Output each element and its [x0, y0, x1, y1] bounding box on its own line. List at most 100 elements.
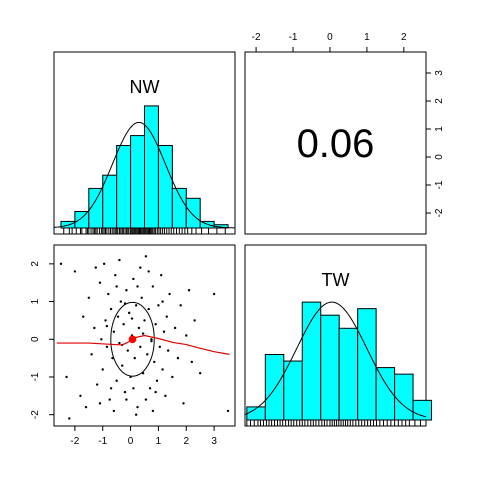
- scatter-point: [65, 375, 68, 379]
- right-axis-tick-label: -1: [434, 180, 445, 189]
- scatter-point: [137, 326, 141, 330]
- scatter-point: [157, 304, 160, 307]
- nw-bar: [144, 105, 159, 229]
- left-axis-tick-label: 2: [30, 261, 41, 267]
- scatter-point: [226, 409, 230, 413]
- scatter-point: [158, 345, 162, 349]
- scatter-point: [59, 262, 63, 266]
- center-point: [128, 335, 137, 344]
- scatter-point: [93, 326, 96, 330]
- scatter-point: [136, 285, 139, 288]
- bottom-axis-tick-label: 0: [128, 436, 134, 447]
- right-axis-tick-label: 1: [434, 126, 445, 132]
- scatter-point: [147, 270, 150, 273]
- scatter-point: [112, 409, 116, 413]
- bottom-axis-tick-label: -1: [98, 436, 107, 447]
- tw-bar: [394, 373, 414, 421]
- scatter-point: [104, 319, 107, 322]
- scatter-point: [98, 281, 102, 284]
- scatter-point: [161, 300, 164, 303]
- scatter-point: [148, 387, 152, 390]
- scatter-point: [68, 417, 71, 420]
- correlation-value: 0.06: [297, 122, 375, 166]
- top-axis-tick-label: -1: [289, 32, 298, 43]
- nw-density-curve: [53, 121, 236, 229]
- scatter-point: [139, 266, 142, 269]
- left-axis-tick-label: -1: [30, 372, 41, 381]
- scatter-point: [108, 398, 111, 401]
- scatter-point: [141, 332, 145, 335]
- left-axis-tick-label: 0: [30, 336, 41, 342]
- scatter-point: [105, 324, 109, 328]
- right-axis-tick-label: 2: [434, 98, 445, 104]
- nw-bar: [130, 135, 145, 229]
- scatter-point: [134, 413, 138, 416]
- scatter-point: [187, 289, 191, 292]
- scatter-point: [193, 319, 196, 322]
- scatter-point: [179, 304, 182, 307]
- scatter-point: [134, 304, 138, 307]
- scatter-point: [90, 353, 93, 356]
- nw-bar: [185, 197, 201, 229]
- scatter-point: [109, 307, 113, 311]
- scatter-point: [155, 379, 159, 382]
- scatter-point: [130, 317, 134, 320]
- scatter-point: [119, 300, 123, 303]
- scatter-point: [153, 360, 156, 364]
- scatter-point: [164, 394, 167, 398]
- tw-variable-label: TW: [322, 270, 350, 290]
- right-axis-tick-label: 0: [434, 154, 445, 160]
- bottom-axis-tick-label: 1: [156, 436, 162, 447]
- tw-bar: [283, 360, 303, 421]
- panel-border-tr: [244, 51, 427, 235]
- scatter-point: [95, 383, 99, 386]
- nw-histogram: NW: [53, 77, 236, 234]
- scatter-point: [144, 255, 148, 258]
- scatter-point: [154, 390, 157, 394]
- scatter-point: [173, 326, 177, 330]
- scatter-point: [115, 379, 118, 382]
- scatter-point: [121, 364, 124, 367]
- top-axis-tick-label: -2: [252, 32, 261, 43]
- scatter-point: [165, 315, 168, 318]
- tw-bar: [264, 354, 285, 421]
- scatter-point: [133, 356, 136, 360]
- scatter-point: [176, 356, 180, 360]
- scatter-point: [122, 322, 125, 326]
- scatter-point: [109, 387, 113, 390]
- scatter-point: [151, 285, 155, 288]
- scatter-point: [115, 285, 118, 288]
- scatter-point: [100, 338, 103, 341]
- scatter-point: [150, 339, 153, 343]
- right-axis-tick-label: 3: [434, 70, 445, 76]
- scatter-point: [126, 349, 129, 352]
- scatter-point: [125, 398, 128, 401]
- scatter-point: [162, 330, 166, 333]
- scatter-point: [102, 262, 106, 266]
- tw-histogram: TW: [244, 270, 433, 426]
- bottom-axis-tick-label: 3: [211, 436, 217, 447]
- top-axis-tick-label: 1: [364, 32, 370, 43]
- scatter-point: [82, 315, 85, 318]
- nw-bar: [157, 145, 173, 229]
- scatter-point: [112, 330, 116, 333]
- scatter-point: [198, 372, 202, 375]
- scatter-point: [139, 345, 142, 349]
- nw-variable-label: NW: [130, 77, 160, 97]
- tw-bar: [357, 308, 377, 421]
- scatter-point: [144, 398, 148, 401]
- tw-bar: [412, 399, 433, 421]
- scatter-point: [94, 266, 97, 269]
- scatter-point: [166, 349, 170, 352]
- scatter-point: [182, 402, 185, 405]
- scatter-point: [84, 405, 88, 409]
- scatter-point: [154, 322, 157, 326]
- scatter-point: [105, 345, 109, 349]
- top-axis-tick-label: 2: [401, 32, 407, 43]
- scatter-point: [140, 296, 143, 299]
- top-axis-tick-label: 0: [327, 32, 333, 43]
- scatter-point: [143, 319, 146, 322]
- scatter-point: [118, 258, 121, 262]
- tw-bar: [338, 327, 359, 421]
